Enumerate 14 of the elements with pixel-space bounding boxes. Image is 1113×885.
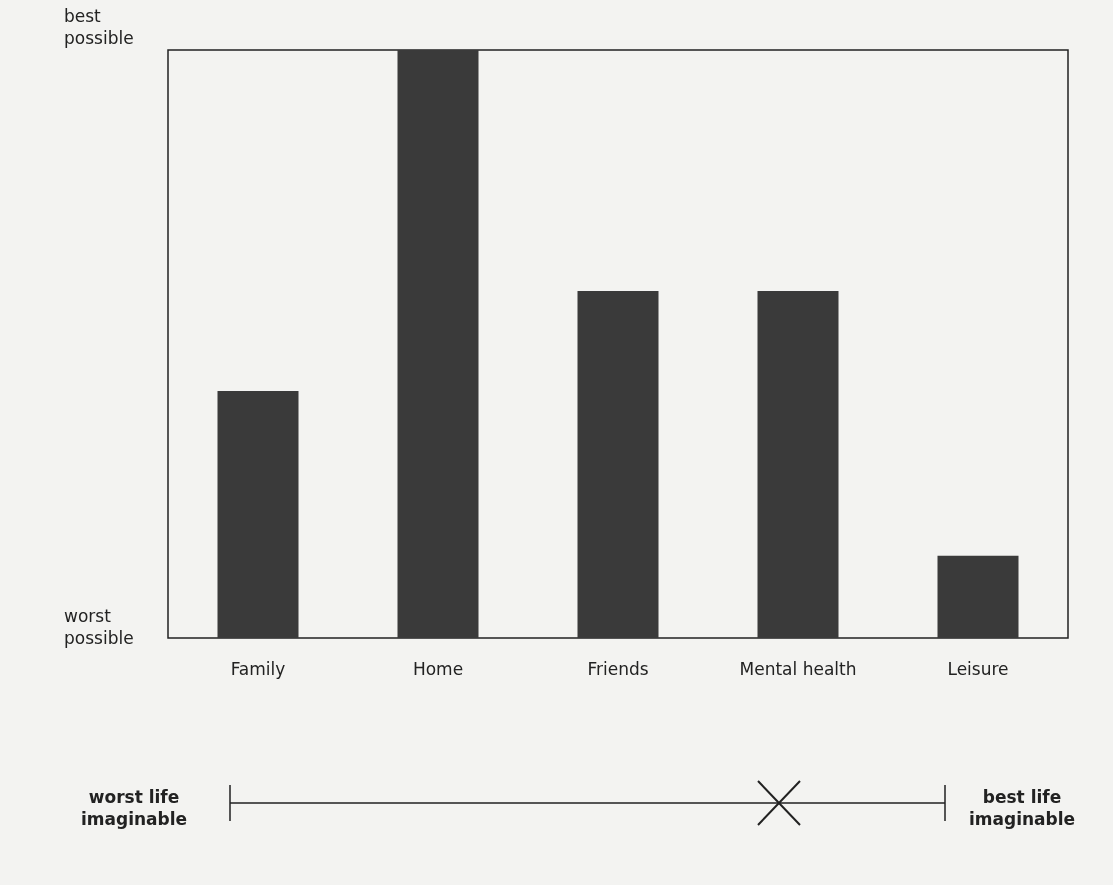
text: worst possible <box>64 606 134 648</box>
text: best possible <box>64 6 134 48</box>
x-tick-label: Leisure <box>947 658 1009 679</box>
bar <box>577 291 659 638</box>
x-tick-label: Family <box>230 658 286 679</box>
text: best life imaginable <box>968 786 1076 830</box>
x-tick-label: Home <box>412 658 464 679</box>
text: worst life imaginable <box>80 786 188 830</box>
bar <box>397 50 479 638</box>
x-tick-label: Friends <box>587 658 649 679</box>
bar <box>937 555 1019 638</box>
bar <box>217 391 299 638</box>
x-tick-label: Mental health <box>739 658 857 679</box>
bar <box>757 291 839 638</box>
